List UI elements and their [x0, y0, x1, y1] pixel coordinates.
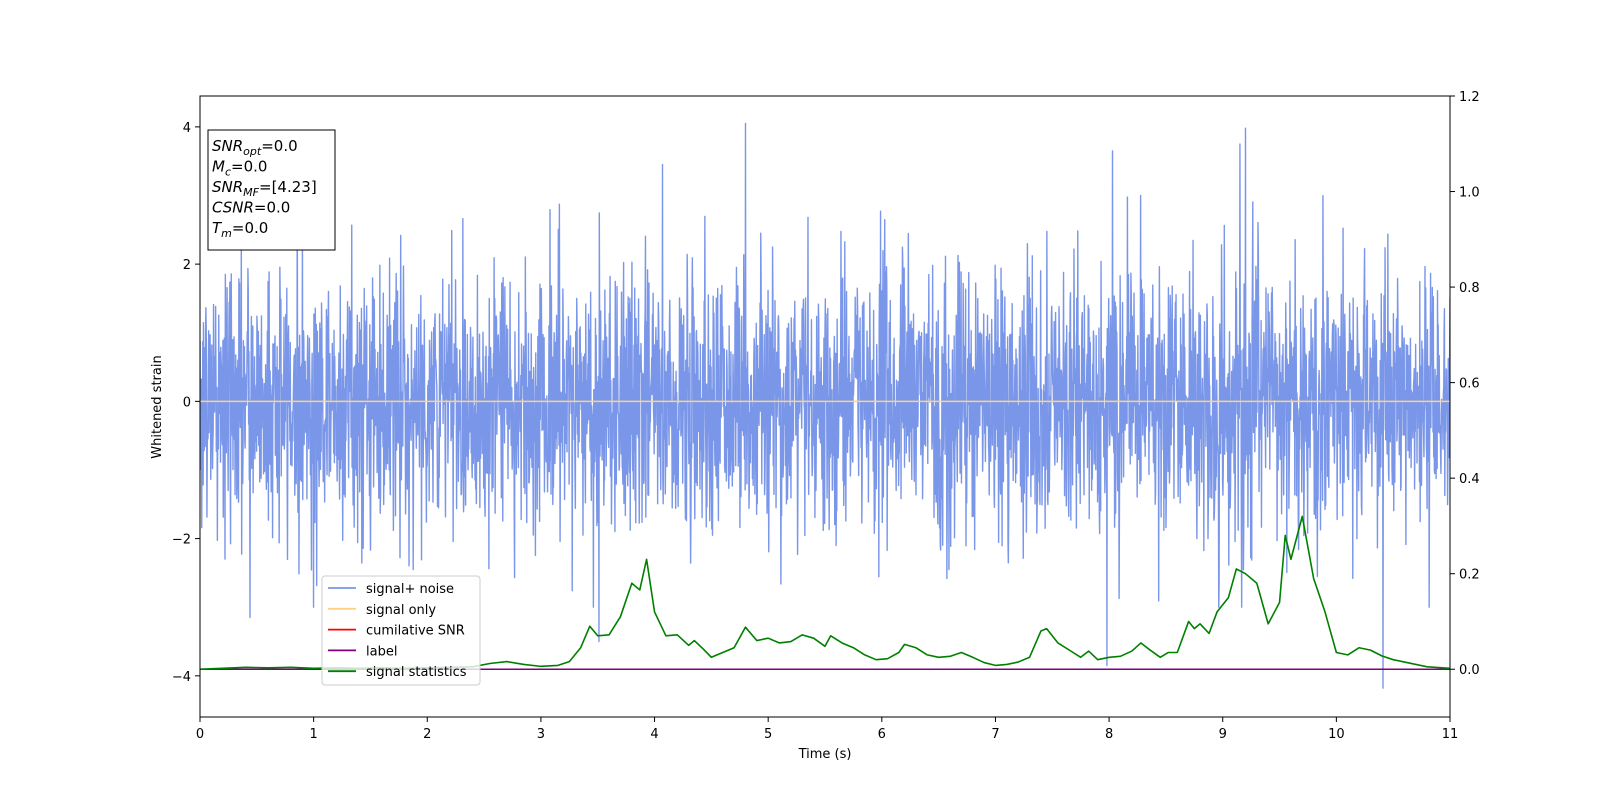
y2-tick-label: 0.8	[1459, 281, 1480, 296]
x-tick-label: 6	[878, 727, 886, 742]
x-tick-label: 0	[196, 727, 204, 742]
y2-tick-label: 1.2	[1459, 90, 1480, 105]
x-axis: 0 1 2 3 4 5 6 7 8 9 10 11	[196, 717, 1458, 742]
y-tick-label: 0	[183, 395, 191, 410]
x-tick-label: 1	[309, 727, 317, 742]
axes-frame	[199, 95, 1451, 718]
annotation-line: Mc=0.0	[212, 158, 267, 179]
legend-label: signal+ noise	[366, 582, 454, 597]
x-tick-label: 3	[537, 727, 545, 742]
y2-tick-label: 0.6	[1459, 377, 1480, 392]
y-tick-label: −4	[172, 670, 191, 685]
x-tick-label: 5	[764, 727, 772, 742]
y2-tick-label: 0.0	[1459, 663, 1480, 678]
y-tick-label: −2	[172, 533, 191, 548]
y-tick-label: 2	[183, 258, 191, 273]
legend-label: signal statistics	[366, 665, 467, 680]
legend-label: cumilative SNR	[366, 624, 465, 639]
x-tick-label: 9	[1219, 727, 1227, 742]
x-tick-label: 2	[423, 727, 431, 742]
annotation-frame	[207, 129, 336, 251]
x-axis-title: Time (s)	[798, 747, 852, 762]
y2-tick-label: 1.0	[1459, 186, 1480, 201]
annotation-line: Tm=0.0	[212, 219, 268, 240]
signal-noise-line	[200, 122, 1450, 689]
annotation-line: SNRMF=[4.23]	[212, 178, 317, 199]
legend-label: signal only	[366, 603, 436, 618]
x-tick-label: 8	[1105, 727, 1113, 742]
legend: signal+ noise signal only cumilative SNR la…	[321, 575, 481, 686]
y-axis-left: 4 2 0 −2 −4	[172, 121, 200, 685]
x-tick-label: 10	[1328, 727, 1345, 742]
y-axis-title: Whitened strain	[150, 355, 165, 458]
x-tick-label: 11	[1442, 727, 1459, 742]
y2-tick-label: 0.2	[1459, 568, 1480, 583]
legend-label: label	[366, 644, 397, 659]
x-tick-label: 4	[650, 727, 658, 742]
y2-tick-label: 0.4	[1459, 472, 1480, 487]
annotation-line: CSNR=0.0	[212, 199, 290, 217]
legend-frame	[321, 575, 481, 686]
x-tick-label: 7	[991, 727, 999, 742]
y-axis-right: 1.2 1.0 0.8 0.6 0.4 0.2 0.0	[1450, 90, 1480, 678]
annotation-line: SNRopt=0.0	[212, 137, 298, 158]
signal-statistics-line	[200, 515, 1450, 671]
y-tick-label: 4	[183, 121, 191, 136]
